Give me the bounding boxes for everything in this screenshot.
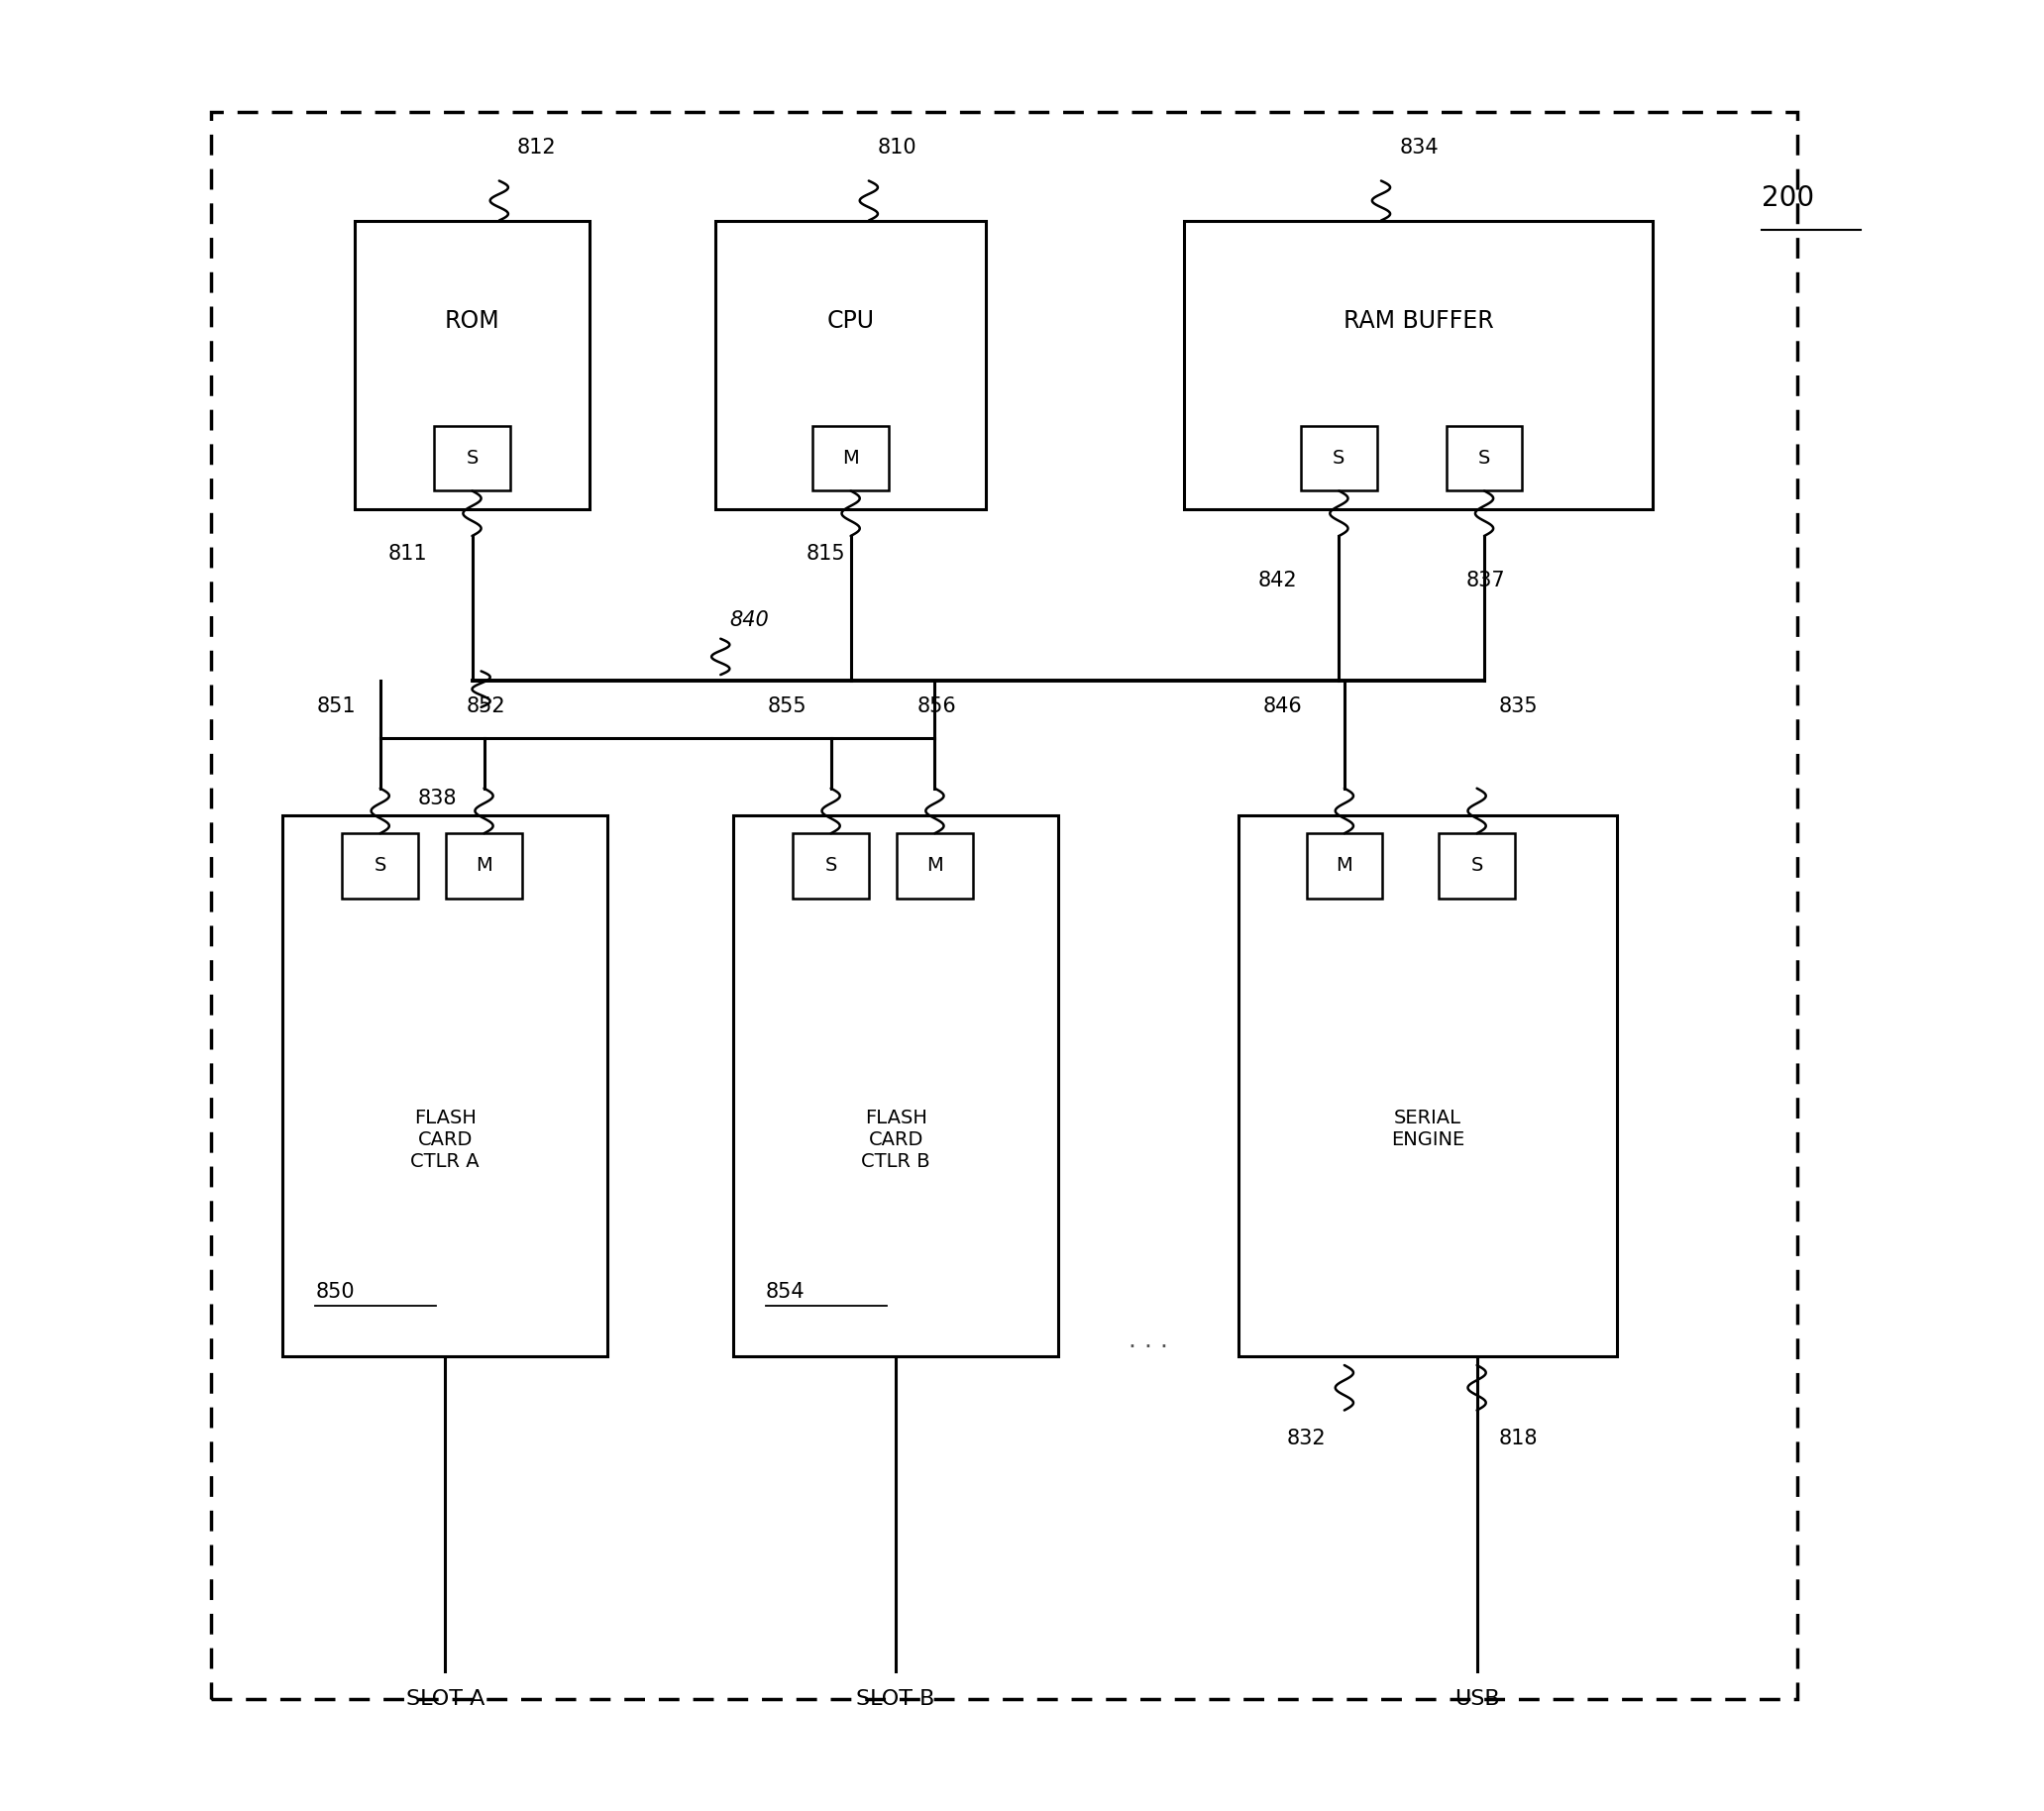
Text: S: S (826, 857, 838, 875)
Text: RAM BUFFER: RAM BUFFER (1343, 310, 1494, 333)
Text: SLOT B: SLOT B (856, 1690, 934, 1708)
Text: 832: 832 (1288, 1429, 1327, 1449)
Text: S: S (374, 857, 386, 875)
Text: 812: 812 (517, 138, 556, 158)
Bar (814, 426, 889, 491)
Bar (1239, 815, 1617, 1356)
Text: ROM: ROM (444, 310, 499, 333)
Bar (734, 815, 1059, 1356)
Bar (1439, 833, 1515, 898)
Text: 811: 811 (388, 543, 427, 563)
Text: SERIAL
ENGINE: SERIAL ENGINE (1390, 1108, 1464, 1150)
Text: 818: 818 (1498, 1429, 1537, 1449)
Text: USB: USB (1453, 1690, 1500, 1708)
Bar (897, 833, 973, 898)
Text: CPU: CPU (828, 310, 875, 333)
Text: FLASH
CARD
CTLR A: FLASH CARD CTLR A (411, 1108, 480, 1172)
Bar (356, 221, 589, 509)
Text: 846: 846 (1263, 697, 1302, 715)
Text: SLOT A: SLOT A (407, 1690, 484, 1708)
Bar (715, 221, 985, 509)
Text: · · ·: · · · (1128, 1335, 1167, 1358)
Bar (1447, 426, 1523, 491)
Text: 856: 856 (916, 697, 957, 715)
Bar (341, 833, 419, 898)
Bar (446, 833, 521, 898)
Text: S: S (466, 449, 478, 467)
Text: 851: 851 (317, 697, 356, 715)
Text: FLASH
CARD
CTLR B: FLASH CARD CTLR B (861, 1108, 930, 1172)
Text: 852: 852 (466, 697, 505, 715)
Text: 810: 810 (877, 138, 918, 158)
Text: 837: 837 (1466, 570, 1506, 590)
Text: S: S (1472, 857, 1484, 875)
Text: S: S (1333, 449, 1345, 467)
Text: 835: 835 (1498, 697, 1537, 715)
Text: M: M (926, 857, 942, 875)
Text: 200: 200 (1762, 185, 1813, 212)
Text: 815: 815 (805, 543, 844, 563)
Text: 840: 840 (730, 610, 769, 630)
Bar (211, 112, 1797, 1699)
Text: S: S (1478, 449, 1490, 467)
Bar (1183, 221, 1654, 509)
Text: 854: 854 (766, 1282, 805, 1302)
Bar (793, 833, 869, 898)
Bar (433, 426, 509, 491)
Text: 838: 838 (419, 788, 458, 808)
Text: 850: 850 (315, 1282, 354, 1302)
Text: M: M (1337, 857, 1353, 875)
Text: M: M (842, 449, 858, 467)
Bar (1302, 426, 1378, 491)
Bar (1306, 833, 1382, 898)
Text: 855: 855 (769, 697, 807, 715)
Text: 834: 834 (1400, 138, 1439, 158)
Text: 842: 842 (1257, 570, 1298, 590)
Text: M: M (476, 857, 493, 875)
Bar (282, 815, 607, 1356)
